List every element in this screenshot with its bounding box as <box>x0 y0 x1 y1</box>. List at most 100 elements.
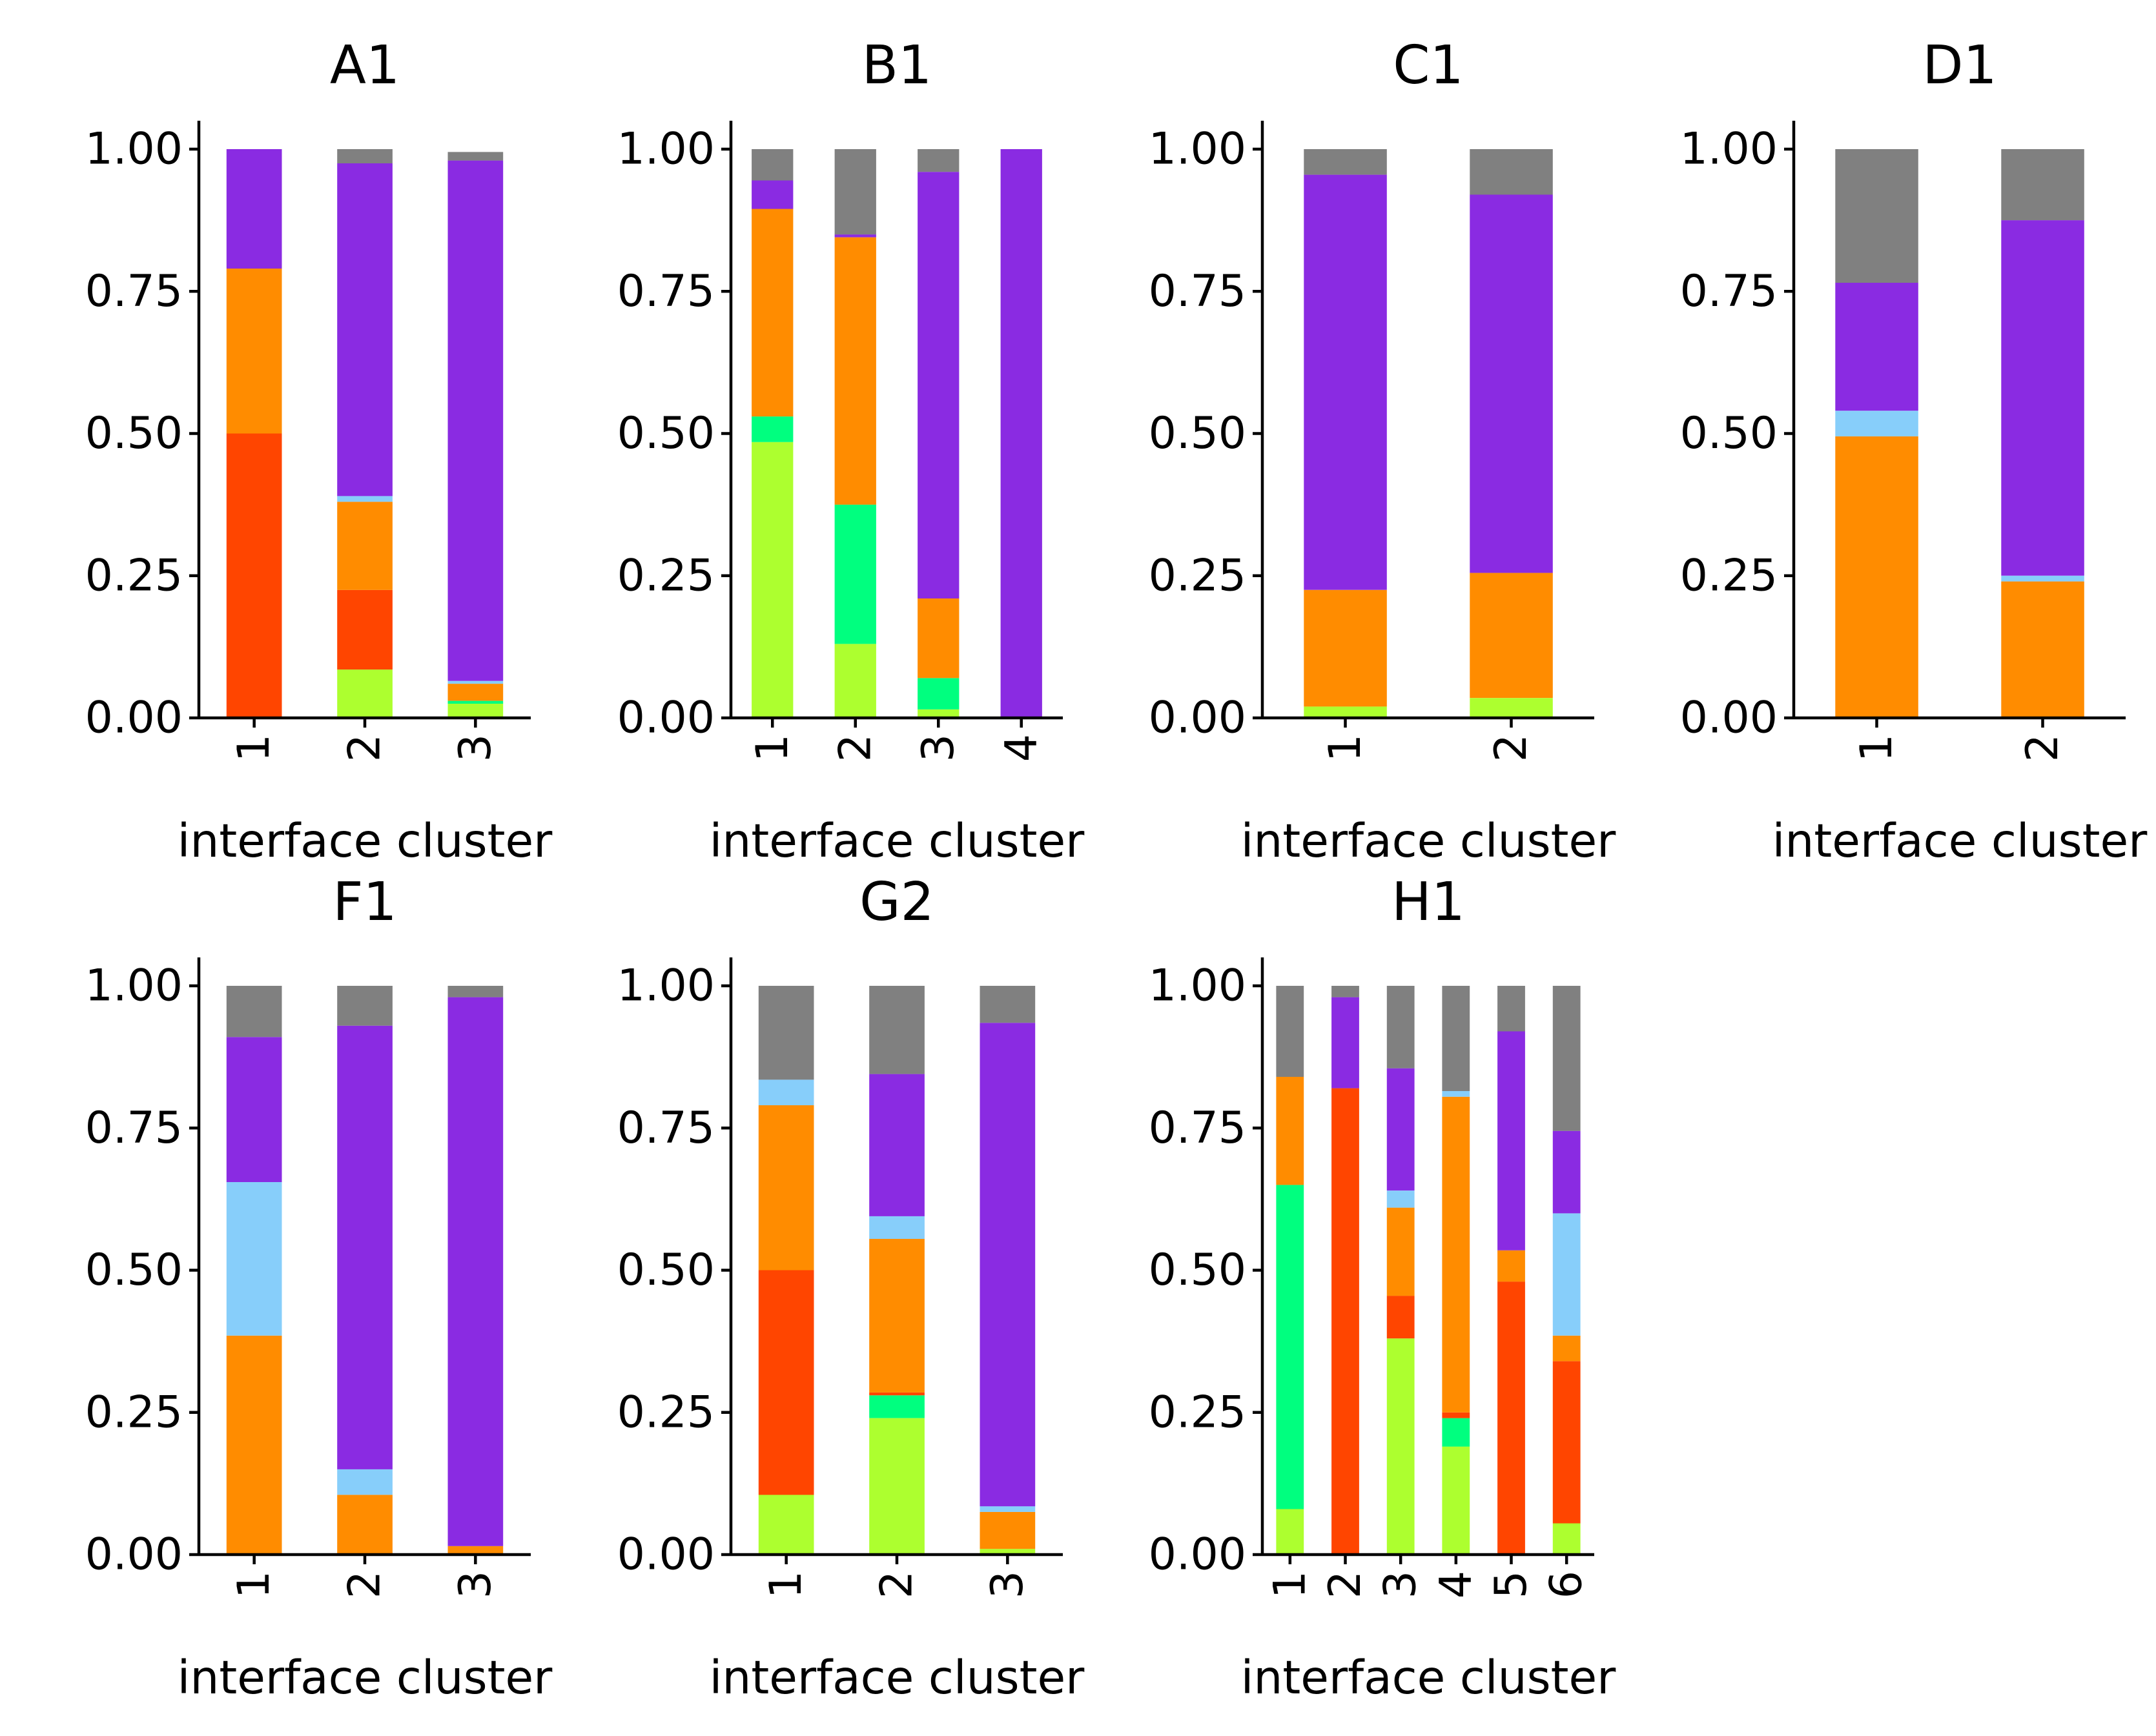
x-axis-label: interface cluster <box>178 814 553 868</box>
bar-segment <box>1304 706 1387 718</box>
y-tick-label: 0.25 <box>617 550 715 601</box>
bar-segment <box>918 598 960 679</box>
x-tick-label: 1 <box>229 734 280 762</box>
y-tick-label: 0.75 <box>85 266 183 317</box>
y-tick-label: 0.00 <box>617 693 715 744</box>
bar-segment <box>226 433 282 718</box>
y-tick-label: 0.50 <box>1680 408 1778 459</box>
y-tick-label: 0.25 <box>1680 550 1778 601</box>
bar-segment <box>1331 1088 1359 1555</box>
x-tick-label: 2 <box>340 1571 391 1598</box>
x-axis-label: interface cluster <box>1241 814 1616 868</box>
chart-title: F1 <box>333 872 396 933</box>
y-tick-label: 1.00 <box>617 961 715 1012</box>
bar-segment <box>918 709 960 718</box>
bar-segment <box>918 678 960 710</box>
x-tick-label: 4 <box>996 734 1047 762</box>
x-tick-label: 2 <box>872 1571 923 1598</box>
chart-title: C1 <box>1393 35 1463 96</box>
y-tick-label: 1.00 <box>1149 961 1246 1012</box>
y-tick-label: 0.25 <box>85 1387 183 1438</box>
y-tick-label: 0.00 <box>1680 693 1778 744</box>
chart-title: G2 <box>859 872 934 933</box>
x-tick-label: 3 <box>1375 1571 1426 1598</box>
y-tick-label: 1.00 <box>617 124 715 175</box>
bar-segment <box>1276 1185 1304 1509</box>
bar-segment <box>1497 1282 1525 1555</box>
x-tick-label: 1 <box>761 1571 812 1598</box>
x-tick-label: 1 <box>1851 734 1902 762</box>
y-tick-label: 0.25 <box>617 1387 715 1438</box>
bar-segment <box>337 1025 393 1469</box>
bar-segment <box>1552 1130 1581 1214</box>
x-axis-label: interface cluster <box>1772 814 2148 868</box>
y-tick-label: 0.75 <box>617 1103 715 1154</box>
bar-segment <box>834 234 876 238</box>
bar-segment <box>447 704 504 718</box>
bar-segment <box>752 209 794 417</box>
chart-panel: 0.00 0.25 0.50 0.75 1.00 1 2 interface cluster D… <box>1680 35 2148 868</box>
bar-segment <box>869 1216 925 1239</box>
bar-segment <box>447 160 504 681</box>
bar-segment <box>980 1506 1036 1512</box>
bar-segment <box>1835 436 1918 718</box>
bar-segment <box>869 1239 925 1393</box>
bar-segment <box>1835 149 1918 283</box>
bar-segment <box>1276 1509 1304 1555</box>
bar-segment <box>226 986 282 1037</box>
y-tick-label: 0.50 <box>1149 408 1246 459</box>
bar-segment <box>980 1549 1036 1555</box>
bar-segment <box>226 1181 282 1336</box>
y-tick-label: 0.00 <box>1149 1529 1246 1580</box>
bar-segment <box>1442 1091 1470 1097</box>
bar-segment <box>869 1395 925 1418</box>
y-tick-label: 0.75 <box>617 266 715 317</box>
bar-segment <box>447 997 504 1546</box>
bar-segment <box>1552 1361 1581 1524</box>
bar-segment <box>980 986 1036 1023</box>
bar-segment <box>1304 174 1387 590</box>
x-axis-label: interface cluster <box>710 1651 1085 1704</box>
bar-segment <box>1497 986 1525 1032</box>
bar-segment <box>1470 149 1553 195</box>
bar-segment <box>1835 283 1918 411</box>
bar-segment <box>1552 1335 1581 1362</box>
y-tick-label: 0.00 <box>1149 693 1246 744</box>
y-tick-label: 0.50 <box>85 1245 183 1296</box>
bar-segment <box>1552 1213 1581 1336</box>
bar-segment <box>1304 589 1387 707</box>
chart-title: D1 <box>1922 35 1997 96</box>
y-tick-label: 0.50 <box>1149 1245 1246 1296</box>
bar-segment <box>869 986 925 1074</box>
bar-segment <box>1386 1338 1415 1555</box>
chart-title: H1 <box>1391 872 1465 933</box>
bar-segment <box>980 1511 1036 1549</box>
bar-segment <box>337 589 393 670</box>
bar-segment <box>752 442 794 718</box>
bar-segment <box>337 986 393 1026</box>
y-tick-label: 0.25 <box>1149 550 1246 601</box>
bar-segment <box>447 152 504 161</box>
y-tick-label: 0.00 <box>85 693 183 744</box>
y-tick-label: 0.75 <box>1149 1103 1246 1154</box>
x-tick-label: 3 <box>913 734 964 762</box>
bar-segment <box>758 1105 814 1271</box>
y-tick-label: 0.50 <box>617 1245 715 1296</box>
bar-segment <box>2001 220 2084 576</box>
bar-segment <box>226 1335 282 1555</box>
x-tick-label: 5 <box>1486 1571 1537 1598</box>
bar-segment <box>869 1418 925 1555</box>
bar-segment <box>758 986 814 1080</box>
chart-title: A1 <box>330 35 400 96</box>
y-tick-label: 0.75 <box>1680 266 1778 317</box>
bar-segment <box>2001 575 2084 582</box>
chart-panel: 0.00 0.25 0.50 0.75 1.00 1 2 3 4 5 6 interface clus… <box>1149 872 1617 1704</box>
bar-segment <box>834 237 876 505</box>
bar-segment <box>1331 986 1359 997</box>
bar-segment <box>1442 1418 1470 1447</box>
bar-segment <box>752 149 794 181</box>
bar-segment <box>447 700 504 704</box>
bar-segment <box>1442 1412 1470 1418</box>
bar-segment <box>1552 1523 1581 1555</box>
bar-segment <box>1442 986 1470 1091</box>
